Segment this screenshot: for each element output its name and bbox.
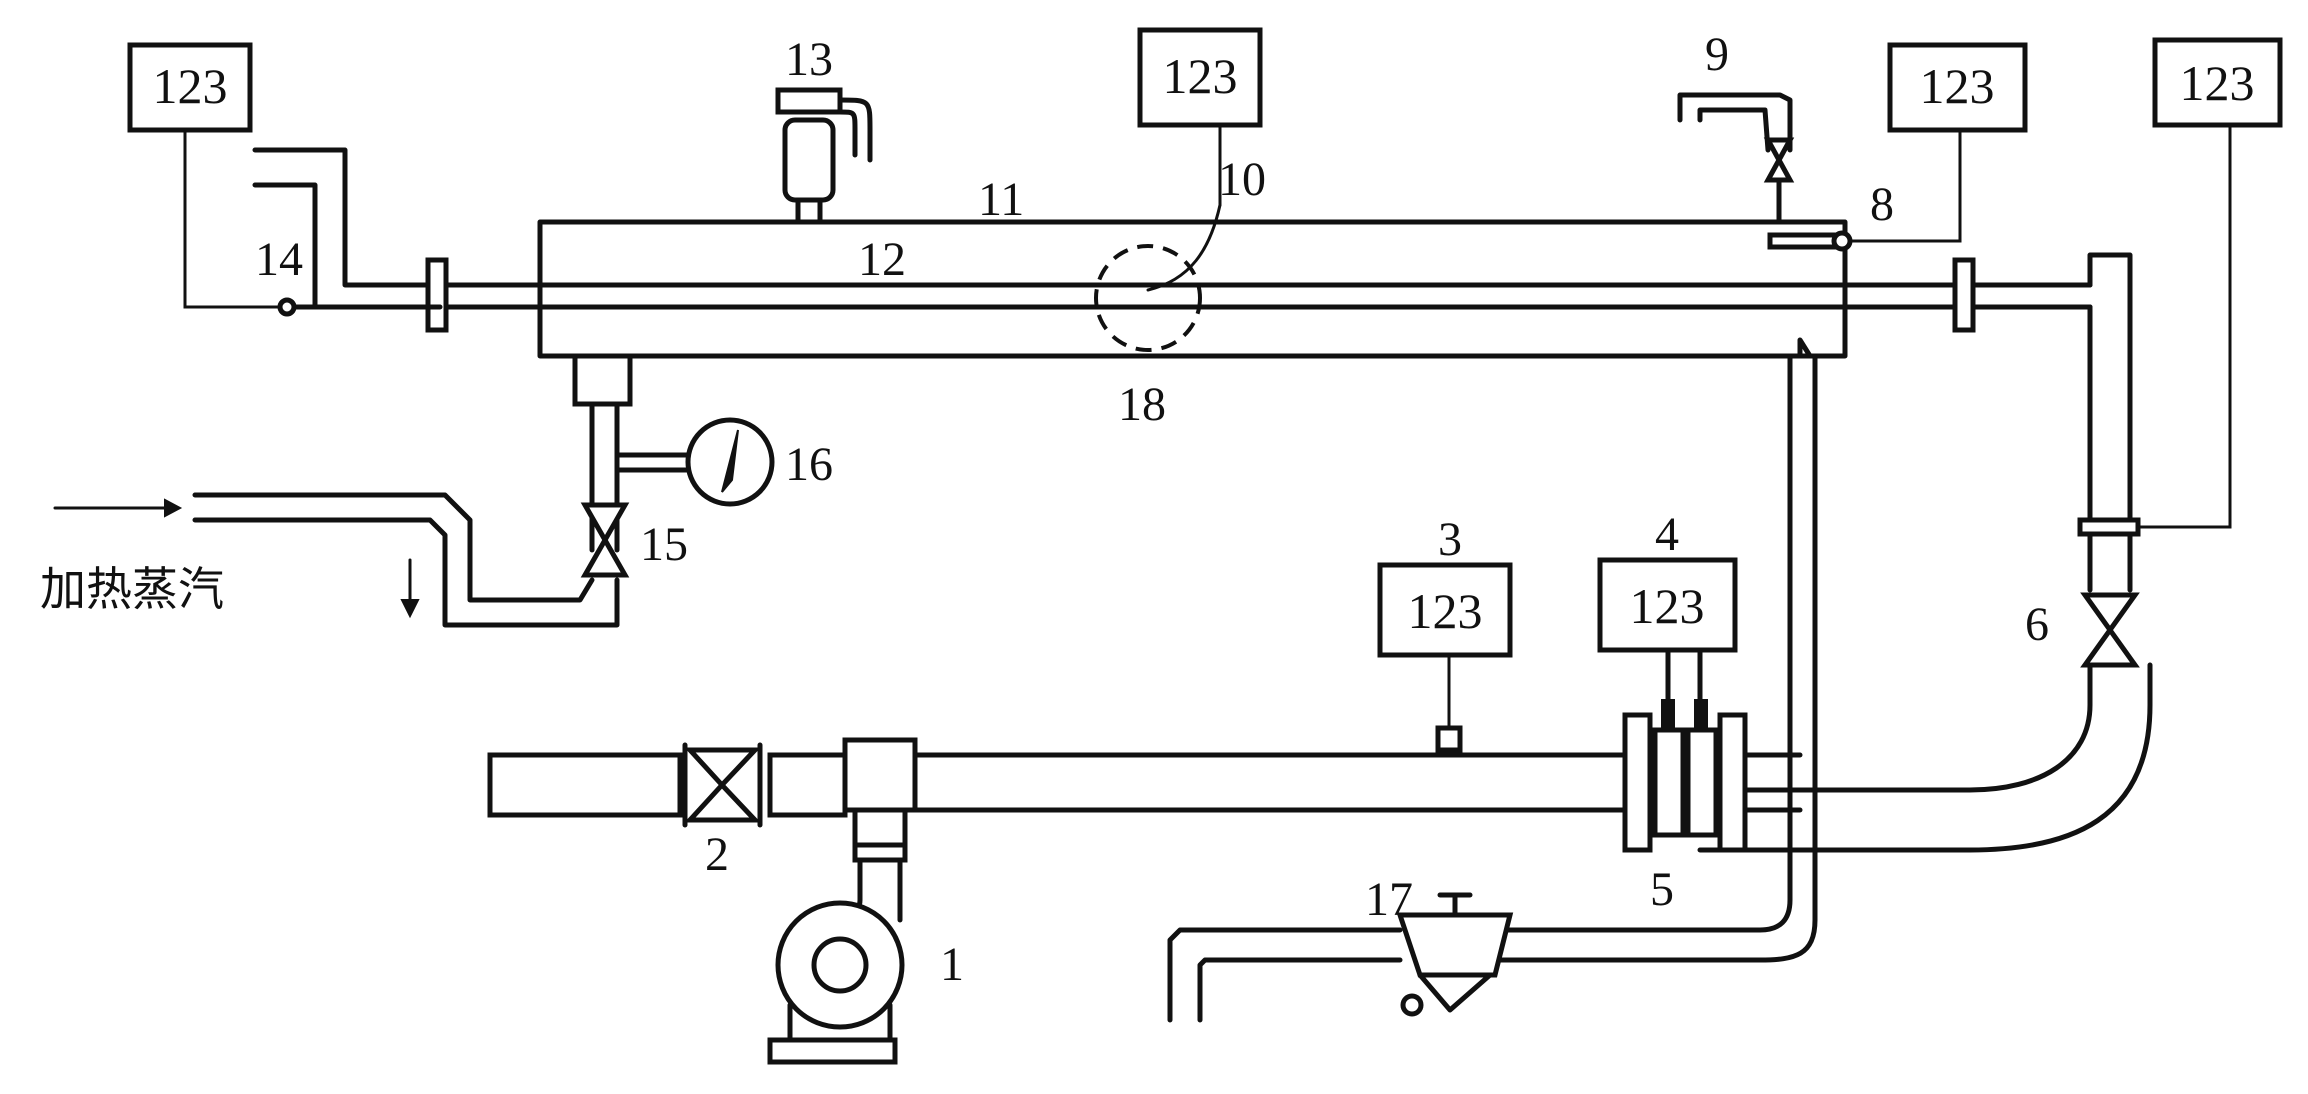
label-10: 10	[1218, 153, 1266, 206]
label-15: 15	[640, 518, 688, 571]
label-3: 3	[1438, 513, 1462, 566]
svg-text:123: 123	[1163, 48, 1238, 104]
main-water-line	[487, 647, 1803, 853]
instrument-box-top-left: 123	[127, 42, 253, 133]
instrument-box-3: 123	[1377, 562, 1513, 658]
label-5: 5	[1650, 863, 1674, 916]
label-9: 9	[1705, 28, 1729, 81]
pressure-gauge-16	[685, 417, 775, 507]
instrument-box-top-right-2: 123	[2152, 37, 2283, 128]
label-4: 4	[1655, 508, 1679, 561]
label-17: 17	[1365, 873, 1413, 926]
detail-circle	[1094, 203, 1222, 352]
top-left-inlet-pipes	[252, 147, 443, 310]
label-11: 11	[978, 173, 1024, 226]
thermocouple-8	[1767, 123, 1962, 252]
inner-tube	[357, 257, 2093, 333]
label-16: 16	[785, 438, 833, 491]
label-8: 8	[1870, 178, 1894, 231]
instrument-box-4: 123	[1597, 557, 1738, 653]
right-riser	[1697, 123, 2232, 853]
condensate-drain	[1167, 337, 1818, 1023]
label-6: 6	[2025, 598, 2049, 651]
label-12: 12	[858, 233, 906, 286]
steam-label: 加热蒸汽	[40, 562, 224, 616]
vent-9	[1677, 92, 1795, 225]
label-2: 2	[705, 828, 729, 881]
label-14: 14	[255, 233, 303, 286]
svg-text:123: 123	[153, 58, 228, 114]
thermocouple-14	[183, 128, 297, 317]
label-1: 1	[940, 938, 964, 991]
label-13: 13	[785, 33, 833, 86]
svg-text:123: 123	[1630, 578, 1705, 634]
instrument-box-top-center: 123	[1137, 27, 1263, 207]
label-18: 18	[1118, 378, 1166, 431]
exchanger-shell	[537, 219, 1848, 359]
svg-text:123: 123	[1920, 58, 1995, 114]
pump-1	[767, 807, 908, 1065]
vent-valve-13	[775, 87, 873, 225]
steam-supply	[192, 353, 693, 628]
svg-text:123: 123	[2180, 55, 2255, 111]
instrument-box-top-right-1: 123	[1887, 42, 2028, 133]
flow-arrows	[53, 498, 420, 619]
svg-text:123: 123	[1408, 583, 1483, 639]
